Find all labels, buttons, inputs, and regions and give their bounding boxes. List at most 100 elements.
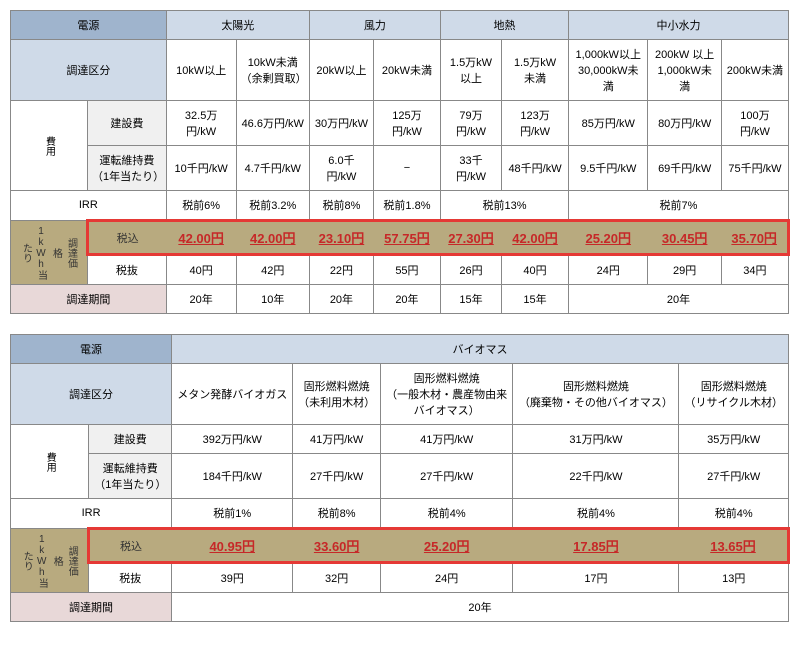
hdr-excl: 税抜 <box>88 255 167 285</box>
oper-2: 6.0千円/kW <box>309 146 373 191</box>
incl-0: 42.00円 <box>166 221 236 255</box>
op2-4: 27千円/kW <box>679 454 789 499</box>
hdr-geo: 地熱 <box>440 11 568 40</box>
hdr-irr: IRR <box>11 191 167 221</box>
incl-3: 57.75円 <box>373 221 440 255</box>
incl-4: 27.30円 <box>440 221 501 255</box>
build-7: 80万円/kW <box>648 101 721 146</box>
hdr-oper2: 運転維持費 （1年当たり） <box>89 454 172 499</box>
build-4: 79万円/kW <box>440 101 501 146</box>
incl-5: 42.00円 <box>502 221 569 255</box>
excl-6: 24円 <box>569 255 648 285</box>
excl-7: 29円 <box>648 255 721 285</box>
hdr-source: 電源 <box>11 11 167 40</box>
excl-0: 40円 <box>166 255 236 285</box>
hdr-build2: 建設費 <box>89 425 172 454</box>
bld2-0: 392万円/kW <box>172 425 293 454</box>
hdr-solar: 太陽光 <box>166 11 309 40</box>
cat-5: 1.5万kW 未満 <box>502 40 569 101</box>
excl-3: 55円 <box>373 255 440 285</box>
per-3: 20年 <box>373 285 440 314</box>
hdr-price: 調達価 格 1kWh当 たり <box>11 221 88 285</box>
cat-3: 20kW未満 <box>373 40 440 101</box>
hdr-incl2: 税込 <box>89 529 172 563</box>
oper-1: 4.7千円/kW <box>236 146 309 191</box>
exc2-1: 32円 <box>293 563 381 593</box>
oper-7: 69千円/kW <box>648 146 721 191</box>
irr-4: 税前13% <box>440 191 568 221</box>
cat-0: 10kW以上 <box>166 40 236 101</box>
oper-4: 33千円/kW <box>440 146 501 191</box>
irr2-0: 税前1% <box>172 499 293 529</box>
per-2: 20年 <box>309 285 373 314</box>
hdr-cost2: 費用 <box>11 425 89 499</box>
incl-8: 35.70円 <box>721 221 788 255</box>
incl-6: 25.20円 <box>569 221 648 255</box>
cat-2: 20kW以上 <box>309 40 373 101</box>
irr2-1: 税前8% <box>293 499 381 529</box>
irr-0: 税前6% <box>166 191 236 221</box>
build-0: 32.5万円/kW <box>166 101 236 146</box>
op2-3: 22千円/kW <box>513 454 679 499</box>
hdr-cat: 調達区分 <box>11 40 167 101</box>
cat2-2: 固形燃料燃焼 （一般木材・農産物由来 バイオマス） <box>380 364 512 425</box>
cat-4: 1.5万kW 以上 <box>440 40 501 101</box>
excl-2: 22円 <box>309 255 373 285</box>
per2: 20年 <box>172 593 789 622</box>
exc2-3: 17円 <box>513 563 679 593</box>
cat-6: 1,000kW以上 30,000kW未満 <box>569 40 648 101</box>
per-5: 15年 <box>502 285 569 314</box>
irr2-4: 税前4% <box>679 499 789 529</box>
hdr-bio: バイオマス <box>172 335 789 364</box>
excl-1: 42円 <box>236 255 309 285</box>
irr-3: 税前1.8% <box>373 191 440 221</box>
cat-8: 200kW未満 <box>721 40 788 101</box>
hdr-incl: 税込 <box>88 221 167 255</box>
op2-0: 184千円/kW <box>172 454 293 499</box>
exc2-0: 39円 <box>172 563 293 593</box>
exc2-4: 13円 <box>679 563 789 593</box>
inc2-2: 25.20円 <box>380 529 512 563</box>
hdr-period: 調達期間 <box>11 285 167 314</box>
op2-1: 27千円/kW <box>293 454 381 499</box>
build-5: 123万円/kW <box>502 101 569 146</box>
cat-7: 200kW 以上 1,000kW未満 <box>648 40 721 101</box>
irr-2: 税前8% <box>309 191 373 221</box>
hdr-hydro: 中小水力 <box>569 11 789 40</box>
incl-1: 42.00円 <box>236 221 309 255</box>
incl-2: 23.10円 <box>309 221 373 255</box>
excl-4: 26円 <box>440 255 501 285</box>
inc2-4: 13.65円 <box>679 529 789 563</box>
build-3: 125万円/kW <box>373 101 440 146</box>
irr-1: 税前3.2% <box>236 191 309 221</box>
per-6: 20年 <box>569 285 789 314</box>
oper-6: 9.5千円/kW <box>569 146 648 191</box>
bld2-4: 35万円/kW <box>679 425 789 454</box>
excl-5: 40円 <box>502 255 569 285</box>
cat2-4: 固形燃料燃焼 （リサイクル木材） <box>679 364 789 425</box>
hdr-source2: 電源 <box>11 335 172 364</box>
inc2-0: 40.95円 <box>172 529 293 563</box>
cat2-0: メタン発酵バイオガス <box>172 364 293 425</box>
per-1: 10年 <box>236 285 309 314</box>
per-0: 20年 <box>166 285 236 314</box>
hdr-build: 建設費 <box>88 101 167 146</box>
hdr-irr2: IRR <box>11 499 172 529</box>
hdr-excl2: 税抜 <box>89 563 172 593</box>
cat2-1: 固形燃料燃焼 （未利用木材） <box>293 364 381 425</box>
cat-1: 10kW未満 （余剰買取） <box>236 40 309 101</box>
irr2-2: 税前4% <box>380 499 512 529</box>
excl-8: 34円 <box>721 255 788 285</box>
inc2-1: 33.60円 <box>293 529 381 563</box>
hdr-period2: 調達期間 <box>11 593 172 622</box>
bld2-1: 41万円/kW <box>293 425 381 454</box>
build-6: 85万円/kW <box>569 101 648 146</box>
per-4: 15年 <box>440 285 501 314</box>
table-2: 電源 バイオマス 調達区分 メタン発酵バイオガス固形燃料燃焼 （未利用木材）固形… <box>10 334 790 622</box>
exc2-2: 24円 <box>380 563 512 593</box>
oper-8: 75千円/kW <box>721 146 788 191</box>
table-1: 電源 太陽光 風力 地熱 中小水力 調達区分 10kW以上 10kW未満 （余剰… <box>10 10 790 314</box>
incl-7: 30.45円 <box>648 221 721 255</box>
irr-6: 税前7% <box>569 191 789 221</box>
irr2-3: 税前4% <box>513 499 679 529</box>
